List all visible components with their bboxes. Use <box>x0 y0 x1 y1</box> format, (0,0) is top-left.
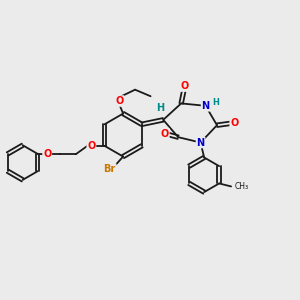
Text: O: O <box>230 118 238 128</box>
Text: H: H <box>213 98 220 107</box>
Text: Br: Br <box>103 164 116 174</box>
Text: O: O <box>43 149 51 159</box>
Text: O: O <box>160 129 169 139</box>
Text: O: O <box>116 96 124 106</box>
Text: H: H <box>156 103 164 113</box>
Text: N: N <box>196 137 205 148</box>
Text: O: O <box>181 81 189 91</box>
Text: CH₃: CH₃ <box>235 182 249 191</box>
Text: N: N <box>202 101 210 111</box>
Text: O: O <box>87 141 95 151</box>
